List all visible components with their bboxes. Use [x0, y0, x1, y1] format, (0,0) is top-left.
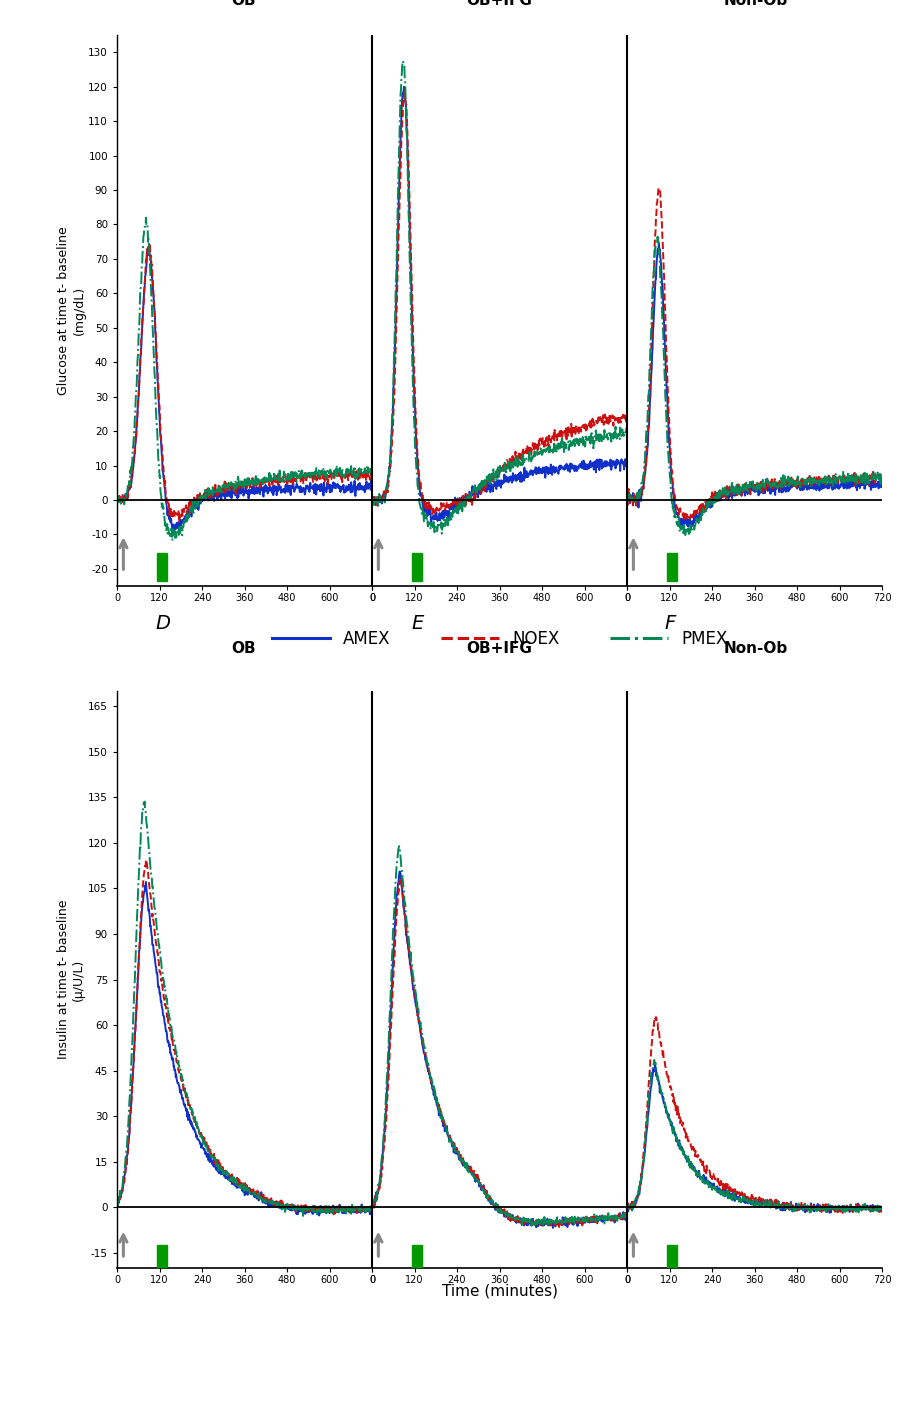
Text: D: D: [155, 615, 170, 633]
Bar: [667, 1246, 677, 1267]
Text: F: F: [664, 615, 675, 633]
Text: OB+IFG: OB+IFG: [466, 641, 533, 657]
Legend: AMEX, NOEX, PMEX: AMEX, NOEX, PMEX: [265, 623, 734, 654]
Text: OB: OB: [231, 0, 256, 7]
Y-axis label: Glucose at time t- baseline
(mg/dL): Glucose at time t- baseline (mg/dL): [58, 226, 86, 394]
Text: E: E: [411, 615, 424, 633]
Bar: [667, 553, 677, 581]
Y-axis label: Insulin at time t- baseline
(μ/U/L): Insulin at time t- baseline (μ/U/L): [58, 899, 86, 1059]
Text: Non-Ob: Non-Ob: [724, 641, 788, 657]
Text: Non-Ob: Non-Ob: [724, 0, 788, 7]
Text: Time (minutes): Time (minutes): [442, 1284, 557, 1299]
Bar: [157, 1246, 166, 1267]
Bar: [412, 1246, 422, 1267]
Text: OB+IFG: OB+IFG: [466, 0, 533, 7]
Bar: [412, 553, 422, 581]
Bar: [157, 553, 166, 581]
Text: OB: OB: [231, 641, 256, 657]
